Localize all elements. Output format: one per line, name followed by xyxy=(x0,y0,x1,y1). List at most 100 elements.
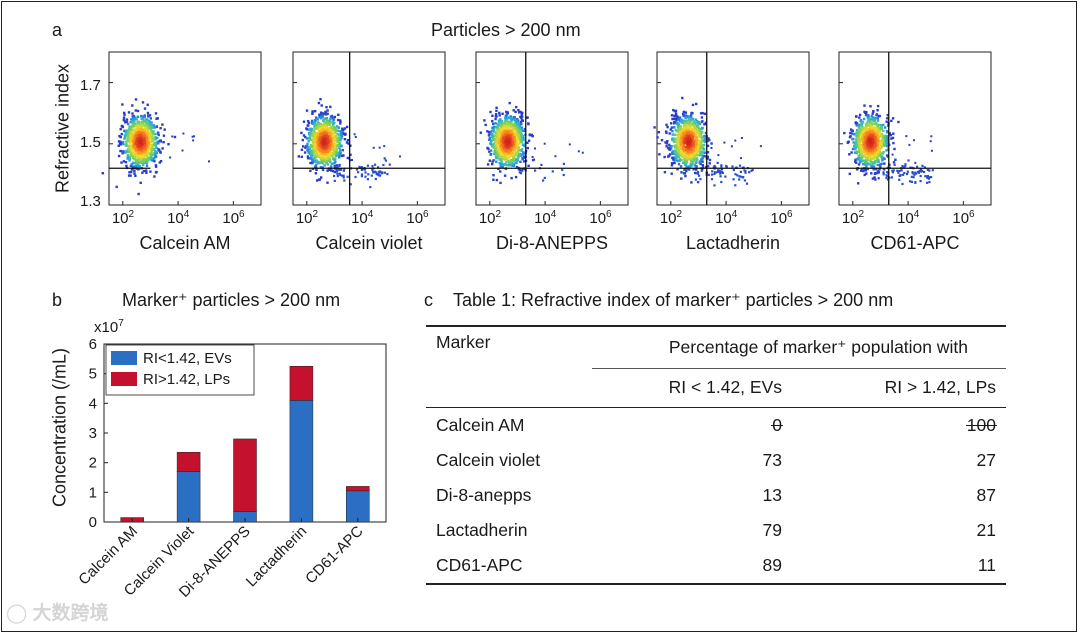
scatter-point xyxy=(690,111,693,115)
scatter-point xyxy=(338,156,341,159)
scatter-point xyxy=(920,170,923,173)
scatter-point xyxy=(318,139,321,142)
scatter-point xyxy=(159,127,162,130)
scatter-point xyxy=(710,147,713,149)
scatter-point xyxy=(141,171,144,174)
scatter-point xyxy=(689,154,693,157)
scatter-point xyxy=(694,123,697,126)
scatter-point xyxy=(864,149,868,152)
scatter-point xyxy=(134,132,138,135)
scatter-point xyxy=(326,109,329,112)
scatter-point xyxy=(316,121,320,124)
scatter-point xyxy=(305,127,308,130)
scatter-point xyxy=(326,138,329,141)
scatter-point xyxy=(142,169,146,173)
scatter-point xyxy=(684,111,688,114)
scatter-point xyxy=(325,161,328,165)
scatter-point xyxy=(333,165,336,168)
scatter-point xyxy=(143,137,146,140)
scatter-point xyxy=(507,124,511,127)
row-marker: Lactadherin xyxy=(436,519,528,540)
scatter-point xyxy=(358,165,361,168)
scatter-point xyxy=(322,131,326,134)
scatter-point xyxy=(146,125,150,128)
panel-a-title: Particles > 200 nm xyxy=(431,20,581,40)
scatter-point xyxy=(897,120,900,124)
scatter-point xyxy=(884,136,887,139)
scatter-point xyxy=(351,159,353,161)
scatter-point xyxy=(517,126,520,129)
scatter-point xyxy=(316,179,319,182)
scatter-point xyxy=(886,155,890,158)
scatter-point xyxy=(153,126,157,129)
scatter-point xyxy=(863,173,866,177)
scatter-point xyxy=(916,170,919,173)
scatter-point xyxy=(338,154,341,157)
scatter-point xyxy=(882,173,885,176)
scatter-point xyxy=(533,158,536,161)
scatter-point xyxy=(371,168,374,171)
scatter-point xyxy=(879,151,882,154)
scatter-point xyxy=(519,160,522,163)
scatter-point xyxy=(146,118,149,121)
scatter-point xyxy=(861,154,865,157)
scatter-point xyxy=(861,136,864,139)
scatter-point xyxy=(656,136,659,139)
scatter-point xyxy=(137,161,140,164)
scatter-point xyxy=(714,166,717,169)
scatter-point xyxy=(136,152,139,156)
scatter-point xyxy=(328,139,331,142)
scatter-point xyxy=(510,148,513,151)
scatter-point xyxy=(671,133,674,136)
scatter-point xyxy=(700,137,704,140)
scatter-point xyxy=(858,148,861,151)
scatter-point xyxy=(144,151,147,154)
scatter-point xyxy=(919,168,922,171)
scatter-point xyxy=(673,161,676,165)
scatter-point xyxy=(141,101,145,104)
scatter-point xyxy=(674,138,677,141)
scatter-point xyxy=(133,145,136,148)
scatter-point xyxy=(124,144,127,147)
scatter-point xyxy=(302,145,305,148)
scatter-point xyxy=(875,167,878,171)
scatter-point xyxy=(554,155,557,158)
scatter-point xyxy=(329,105,332,109)
scatter-point xyxy=(119,140,122,143)
scatter-point xyxy=(703,134,707,138)
scatter-point xyxy=(145,161,148,164)
scatter-point xyxy=(145,141,148,144)
scatter-point xyxy=(491,143,495,147)
scatter-point xyxy=(147,148,151,152)
scatter-point xyxy=(681,155,684,159)
scatter-point xyxy=(334,126,337,130)
scatter-point xyxy=(692,156,696,160)
scatter-point xyxy=(122,140,125,144)
scatter-point xyxy=(131,165,134,168)
scatter-point xyxy=(506,122,509,126)
scatter-point xyxy=(864,113,868,117)
scatter-point xyxy=(877,177,880,180)
scatter-point xyxy=(517,150,520,153)
scatter-point xyxy=(689,121,692,124)
scatter-point xyxy=(507,146,511,149)
scatter-point xyxy=(691,143,694,146)
scatter-point xyxy=(853,151,857,154)
scatter-point xyxy=(870,125,873,128)
scatter-point xyxy=(512,109,515,112)
scatter-point xyxy=(699,112,703,115)
scatter-point xyxy=(149,129,153,132)
scatter-point xyxy=(328,153,331,156)
x-tick-label: 106 xyxy=(406,209,429,227)
scatter-point xyxy=(868,136,871,139)
scatter-point xyxy=(695,137,698,141)
scatter-point xyxy=(694,144,698,147)
scatter-point xyxy=(505,126,509,130)
scatter-point xyxy=(704,131,708,135)
scatter-point xyxy=(673,109,676,113)
scatter-point xyxy=(323,120,326,124)
scatter-point xyxy=(316,136,319,139)
scatter-point xyxy=(137,151,141,154)
scatter-point xyxy=(496,143,499,147)
scatter-point xyxy=(132,140,135,143)
